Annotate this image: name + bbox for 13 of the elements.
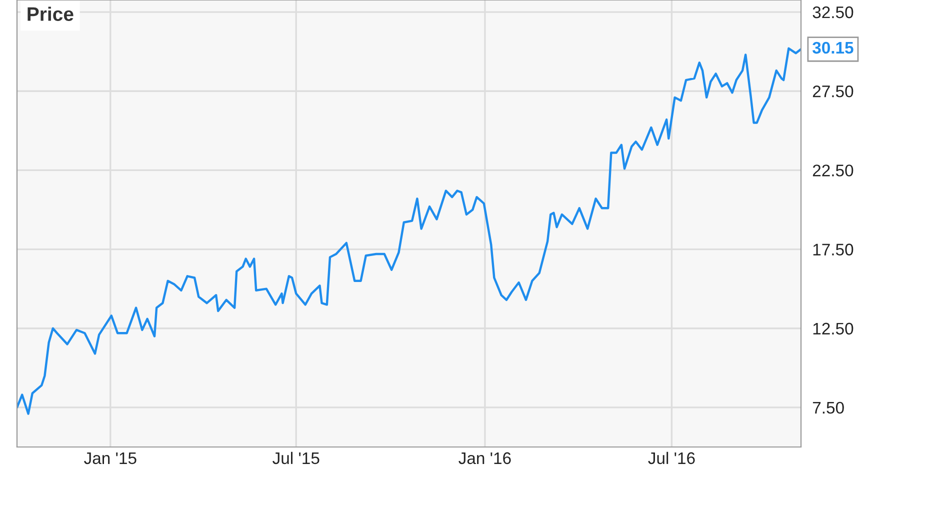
y-tick-label: 12.50 — [813, 322, 854, 335]
y-tick-label: 17.50 — [813, 244, 854, 256]
y-tick-label: 32.50 — [812, 6, 854, 18]
x-tick-label: Jul '16 — [648, 452, 695, 464]
annotation: 30.15 — [812, 42, 854, 54]
x-tick-label: Jul '15 — [272, 452, 320, 464]
line-series — [17, 47, 801, 415]
chart-title: Price — [28, 6, 74, 21]
x-tick-label: Jan '16 — [458, 452, 511, 464]
y-tick-label: 22.50 — [812, 164, 854, 176]
y-tick-label: 7.50 — [812, 402, 844, 414]
x-tick-label: Jan '15 — [84, 452, 136, 464]
y-tick-label: 27.50 — [812, 86, 854, 98]
